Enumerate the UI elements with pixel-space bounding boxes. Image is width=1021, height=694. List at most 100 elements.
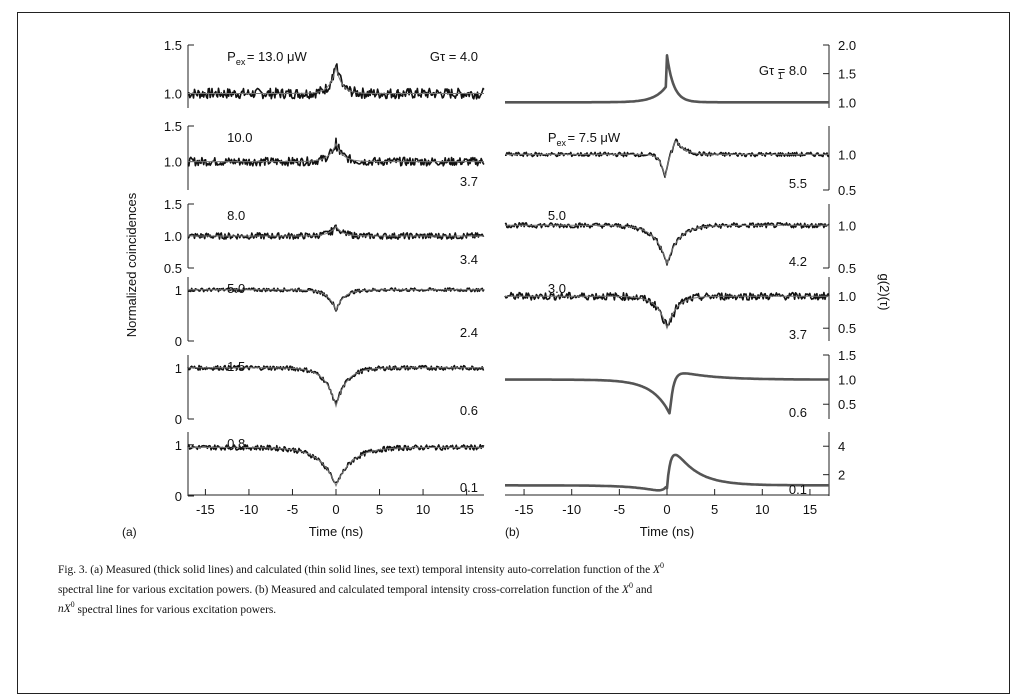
panel-1-row-0-measured-curve	[504, 53, 830, 104]
panel-0-row-3-calculated-curve	[188, 289, 484, 312]
panel-1-xtick-label: 5	[711, 502, 718, 517]
panel-0-row-4-right-annotation: 0.6	[460, 403, 478, 418]
panel-1-row-4-measured-curve	[504, 372, 830, 415]
panel-0-xtick-label: 10	[416, 502, 430, 517]
panel-0-xtick-label: -10	[240, 502, 259, 517]
panel-0-row-1-left-annotation: 10.0	[227, 130, 252, 145]
panel-b-row-5-ytick-label: 2	[838, 468, 845, 483]
panel-1-xtick-label: 0	[663, 502, 670, 517]
panel-0-row-3-right-annotation: 2.4	[460, 325, 478, 340]
caption-symbol-x-2: X	[621, 583, 629, 596]
panel-1-row-1-left-annotation: P	[548, 130, 557, 145]
caption-line-3: spectral lines for various excitation po…	[74, 603, 277, 616]
panel-1-xtick-label: -5	[614, 502, 626, 517]
panel-0-row-5-left-annotation: 0.8	[227, 436, 245, 451]
panel-1-row-2-calculated-curve	[505, 224, 829, 266]
panel-b-row-0-ytick-label: 1.5	[838, 67, 856, 82]
panel-0-row-1-calculated-curve	[188, 142, 484, 163]
caption-zero-2: 0	[628, 580, 633, 590]
panel-0-row-0-calculated-curve	[188, 65, 484, 94]
panel-a-row-1-ytick-label: 1.0	[164, 155, 182, 170]
panel-1-row-4-right-annotation: 0.6	[789, 405, 807, 420]
panel-0-xtick-label: 15	[459, 502, 473, 517]
caption-line-3-prefix: nX0	[58, 600, 75, 616]
panel-a-row-2-ytick-label: 1.0	[164, 229, 182, 244]
panel-1-xtick-label: 15	[803, 502, 817, 517]
panel-1-row-2-right-annotation: 4.2	[789, 254, 807, 269]
panel-1-xtick-label: -15	[515, 502, 534, 517]
caption-zero-3: 0	[70, 600, 75, 610]
panel-1-row-3-right-annotation: 3.7	[789, 327, 807, 342]
panel-0-row-4-calculated-curve	[188, 367, 484, 408]
panel-0-row-2-measured-curve	[187, 224, 485, 240]
panel-1-row-5-right-annotation: 0.1	[789, 482, 807, 497]
panel-0-label: (a)	[122, 525, 137, 539]
panel-1-row-1-calculated-curve	[505, 140, 829, 179]
panel-1-xtick-label: -10	[562, 502, 581, 517]
panel-b-row-0-right-annotation: Gτ = 8.0	[759, 63, 807, 78]
figure-3: 1.0 1.5 P ex = 13.0 μW Gτ = 4.0 1.0 1.5 10.0 3.7…	[122, 38, 892, 539]
panel-1-xtick-label: 10	[755, 502, 769, 517]
panel-1-row-1-left-annotation-sub: ex	[557, 138, 567, 148]
panel-1-row-3-left-annotation: 3.0	[548, 281, 566, 296]
panel-0-row-0-left-annotation-sub: ex	[236, 57, 246, 67]
panel-0-row-0-left-annotation-rest: = 13.0 μW	[247, 49, 308, 64]
panel-b-row-2-ytick-label: 1.0	[838, 218, 856, 233]
panel-0-row-2-left-annotation: 8.0	[227, 208, 245, 223]
panel-0-xtick-label: 5	[376, 502, 383, 517]
caption-line-2: spectral line for various excitation pow…	[58, 583, 622, 596]
caption-superscript-1: X0	[653, 561, 664, 576]
panel-1-label: (b)	[505, 525, 520, 539]
panel-b-row-0-ytick-label: 1.0	[838, 95, 856, 110]
panel-a-row-3-ytick-label: 1	[175, 283, 182, 298]
panel-0-row-1-right-annotation: 3.7	[460, 174, 478, 189]
caption-symbol-nx: nX	[58, 603, 71, 616]
panel-a-row-2-ytick-label: 1.5	[164, 197, 182, 212]
panel-1-row-3-measured-curve	[504, 291, 830, 329]
panel-b-row-0-ytick-label: 2.0	[838, 38, 856, 53]
panel-0-x-axis-label: Time (ns)	[309, 524, 363, 539]
panel-a-row-5-ytick-label: 0	[175, 489, 182, 504]
panel-b-row-4-ytick-label: 1.0	[838, 373, 856, 388]
panel-b-row-1-ytick-label: 0.5	[838, 183, 856, 198]
panel-0-row-0-left-annotation: P	[227, 49, 236, 64]
panel-0-xtick-label: -15	[196, 502, 215, 517]
caption-line-2b: and	[632, 583, 653, 596]
panel-a-row-4-ytick-label: 0	[175, 412, 182, 427]
panel-b-row-4-ytick-label: 0.5	[838, 397, 856, 412]
panel-a-y-axis-title: Normalized coincidences	[124, 192, 139, 337]
caption-line-1: Fig. 3. (a) Measured (thick solid lines)…	[58, 563, 653, 576]
caption-superscript-2: X0	[621, 580, 633, 596]
panel-b-row-3-ytick-label: 0.5	[838, 321, 856, 336]
panel-0-row-5-measured-curve	[187, 443, 485, 484]
panel-0-xtick-label: -5	[287, 502, 299, 517]
panel-0-row-2-right-annotation: 3.4	[460, 252, 478, 267]
panel-0-row-3-left-annotation: 5.0	[227, 281, 245, 296]
panel-a-row-0-ytick-label: 1.5	[164, 38, 182, 53]
plot-area: 1.0 1.5 P ex = 13.0 μW Gτ = 4.0 1.0 1.5 10.0 3.7…	[122, 38, 892, 539]
panel-0-row-4-left-annotation: 1.5	[227, 359, 245, 374]
panel-a-row-3-ytick-label: 0	[175, 334, 182, 349]
panel-1-row-1-left-annotation-rest: = 7.5 μW	[568, 130, 621, 145]
caption-symbol-x: X	[653, 563, 660, 576]
panel-a-row-1-ytick-label: 1.5	[164, 119, 182, 134]
panel-b-row-4-ytick-label: 1.5	[838, 348, 856, 363]
panel-1-row-2-measured-curve	[504, 222, 830, 266]
caption-zero-1: 0	[659, 561, 664, 570]
panel-0-xtick-label: 0	[332, 502, 339, 517]
panel-a-row-0-ytick-label: 1.0	[164, 86, 182, 101]
panel-b-row-1-ytick-label: 1.0	[838, 147, 856, 162]
panel-1-row-1-right-annotation: 5.5	[789, 176, 807, 191]
panel-1-row-5-measured-curve	[504, 453, 830, 492]
panel-a-row-4-ytick-label: 1	[175, 361, 182, 376]
panel-b-row-3-ytick-label: 1.0	[838, 289, 856, 304]
panel-1-row-2-left-annotation: 5.0	[548, 208, 566, 223]
panel-b-y-axis-title: g(2)(τ)	[877, 274, 892, 311]
panel-b-row-0-right-annotation-sub: 1	[778, 71, 783, 81]
panel-1-row-3-calculated-curve	[505, 295, 829, 330]
panel-0-row-5-right-annotation: 0.1	[460, 480, 478, 495]
panel-0-row-5-calculated-curve	[188, 446, 484, 488]
panel-a-row-2-ytick-label: 0.5	[164, 261, 182, 276]
panel-a-row-5-ytick-label: 1	[175, 438, 182, 453]
